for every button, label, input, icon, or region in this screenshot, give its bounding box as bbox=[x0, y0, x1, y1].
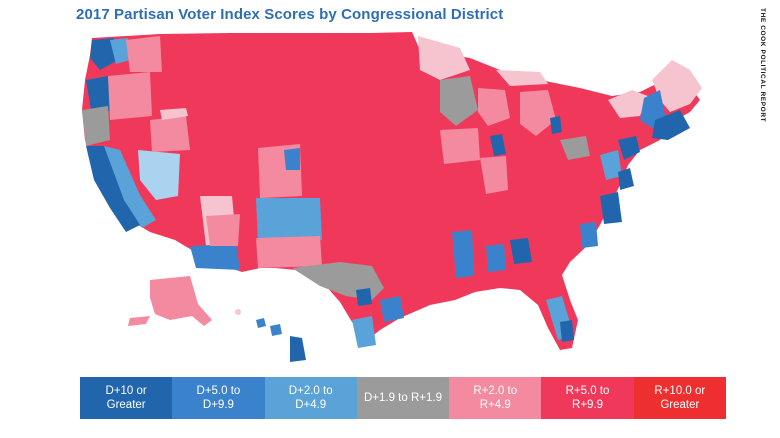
region-hawaii-3 bbox=[290, 336, 306, 362]
legend-item-r10: R+10.0 or Greater bbox=[633, 377, 726, 419]
legend-label: R+10.0 or Greater bbox=[654, 385, 706, 411]
legend-item-d5: D+5.0 to D+9.9 bbox=[172, 377, 265, 419]
legend-item-r2: R+2.0 to R+4.9 bbox=[449, 377, 542, 419]
region-alaska-islands bbox=[128, 316, 150, 326]
region-atlanta bbox=[510, 238, 532, 264]
region-carolina bbox=[600, 192, 622, 224]
us-district-map bbox=[82, 32, 702, 362]
region-hawaii-2 bbox=[270, 324, 282, 336]
region-arizona-blue bbox=[190, 244, 240, 270]
legend-item-r5: R+5.0 to R+9.9 bbox=[541, 377, 634, 419]
region-iowa-pink bbox=[440, 128, 480, 164]
legend-label: D+5.0 to D+9.9 bbox=[196, 385, 241, 411]
region-ohio-gray bbox=[560, 136, 590, 160]
region-florida-dark bbox=[560, 320, 574, 342]
region-new-mexico-pink bbox=[256, 236, 322, 268]
legend-item-d2: D+2.0 to D+4.9 bbox=[264, 377, 357, 419]
region-maine bbox=[652, 60, 702, 112]
legend-label: D+10 or Greater bbox=[105, 385, 147, 411]
region-nevada-pink bbox=[150, 116, 190, 152]
legend-label: D+1.9 to R+1.9 bbox=[363, 392, 442, 404]
region-new-england-blue bbox=[652, 110, 690, 140]
region-michigan-up bbox=[496, 70, 548, 86]
region-alaska bbox=[150, 276, 212, 326]
region-seattle bbox=[90, 38, 118, 70]
region-oregon-pink bbox=[108, 72, 152, 120]
region-nyc bbox=[618, 136, 640, 160]
region-michigan-pink bbox=[520, 90, 556, 136]
region-denver bbox=[284, 148, 300, 170]
region-chicago bbox=[490, 134, 506, 156]
region-minnesota-pink bbox=[418, 36, 470, 80]
legend-label: R+5.0 to R+9.9 bbox=[565, 385, 610, 411]
region-minnesota-gray bbox=[440, 76, 478, 126]
legend-item-d10: D+10 or Greater bbox=[80, 377, 173, 419]
region-wa-blue bbox=[110, 38, 130, 64]
region-idaho-tan bbox=[160, 108, 188, 120]
region-alaska-dot bbox=[235, 309, 241, 315]
region-dc bbox=[618, 168, 634, 190]
region-oregon-gray bbox=[82, 106, 110, 146]
region-memphis bbox=[486, 244, 506, 272]
region-detroit bbox=[550, 116, 562, 134]
region-south-texas bbox=[352, 316, 376, 348]
region-carolina-blue bbox=[580, 222, 598, 248]
region-alabama bbox=[452, 230, 474, 278]
legend-item-even: D+1.9 to R+1.9 bbox=[356, 377, 450, 419]
region-houston bbox=[380, 296, 404, 322]
region-new-mexico-blue bbox=[256, 198, 322, 244]
legend-label: R+2.0 to R+4.9 bbox=[473, 385, 518, 411]
map-title: 2017 Partisan Voter Index Scores by Cong… bbox=[76, 6, 504, 23]
region-nevada-light bbox=[138, 150, 180, 200]
region-california-inland bbox=[104, 146, 156, 228]
region-hawaii-1 bbox=[256, 318, 266, 328]
region-wa-pink bbox=[126, 36, 162, 72]
region-arizona-pink bbox=[206, 214, 240, 246]
region-austin bbox=[356, 288, 372, 306]
region-oregon-blue bbox=[86, 76, 112, 116]
region-mid-atlantic bbox=[600, 150, 622, 180]
legend: D+10 or Greater D+5.0 to D+9.9 D+2.0 to … bbox=[80, 377, 726, 419]
legend-label: D+2.0 to D+4.9 bbox=[288, 385, 333, 411]
region-wisconsin-pink bbox=[478, 88, 510, 126]
region-california-coast bbox=[86, 146, 140, 232]
region-northeast-pink bbox=[608, 90, 648, 118]
region-illinois-pink bbox=[480, 156, 508, 194]
